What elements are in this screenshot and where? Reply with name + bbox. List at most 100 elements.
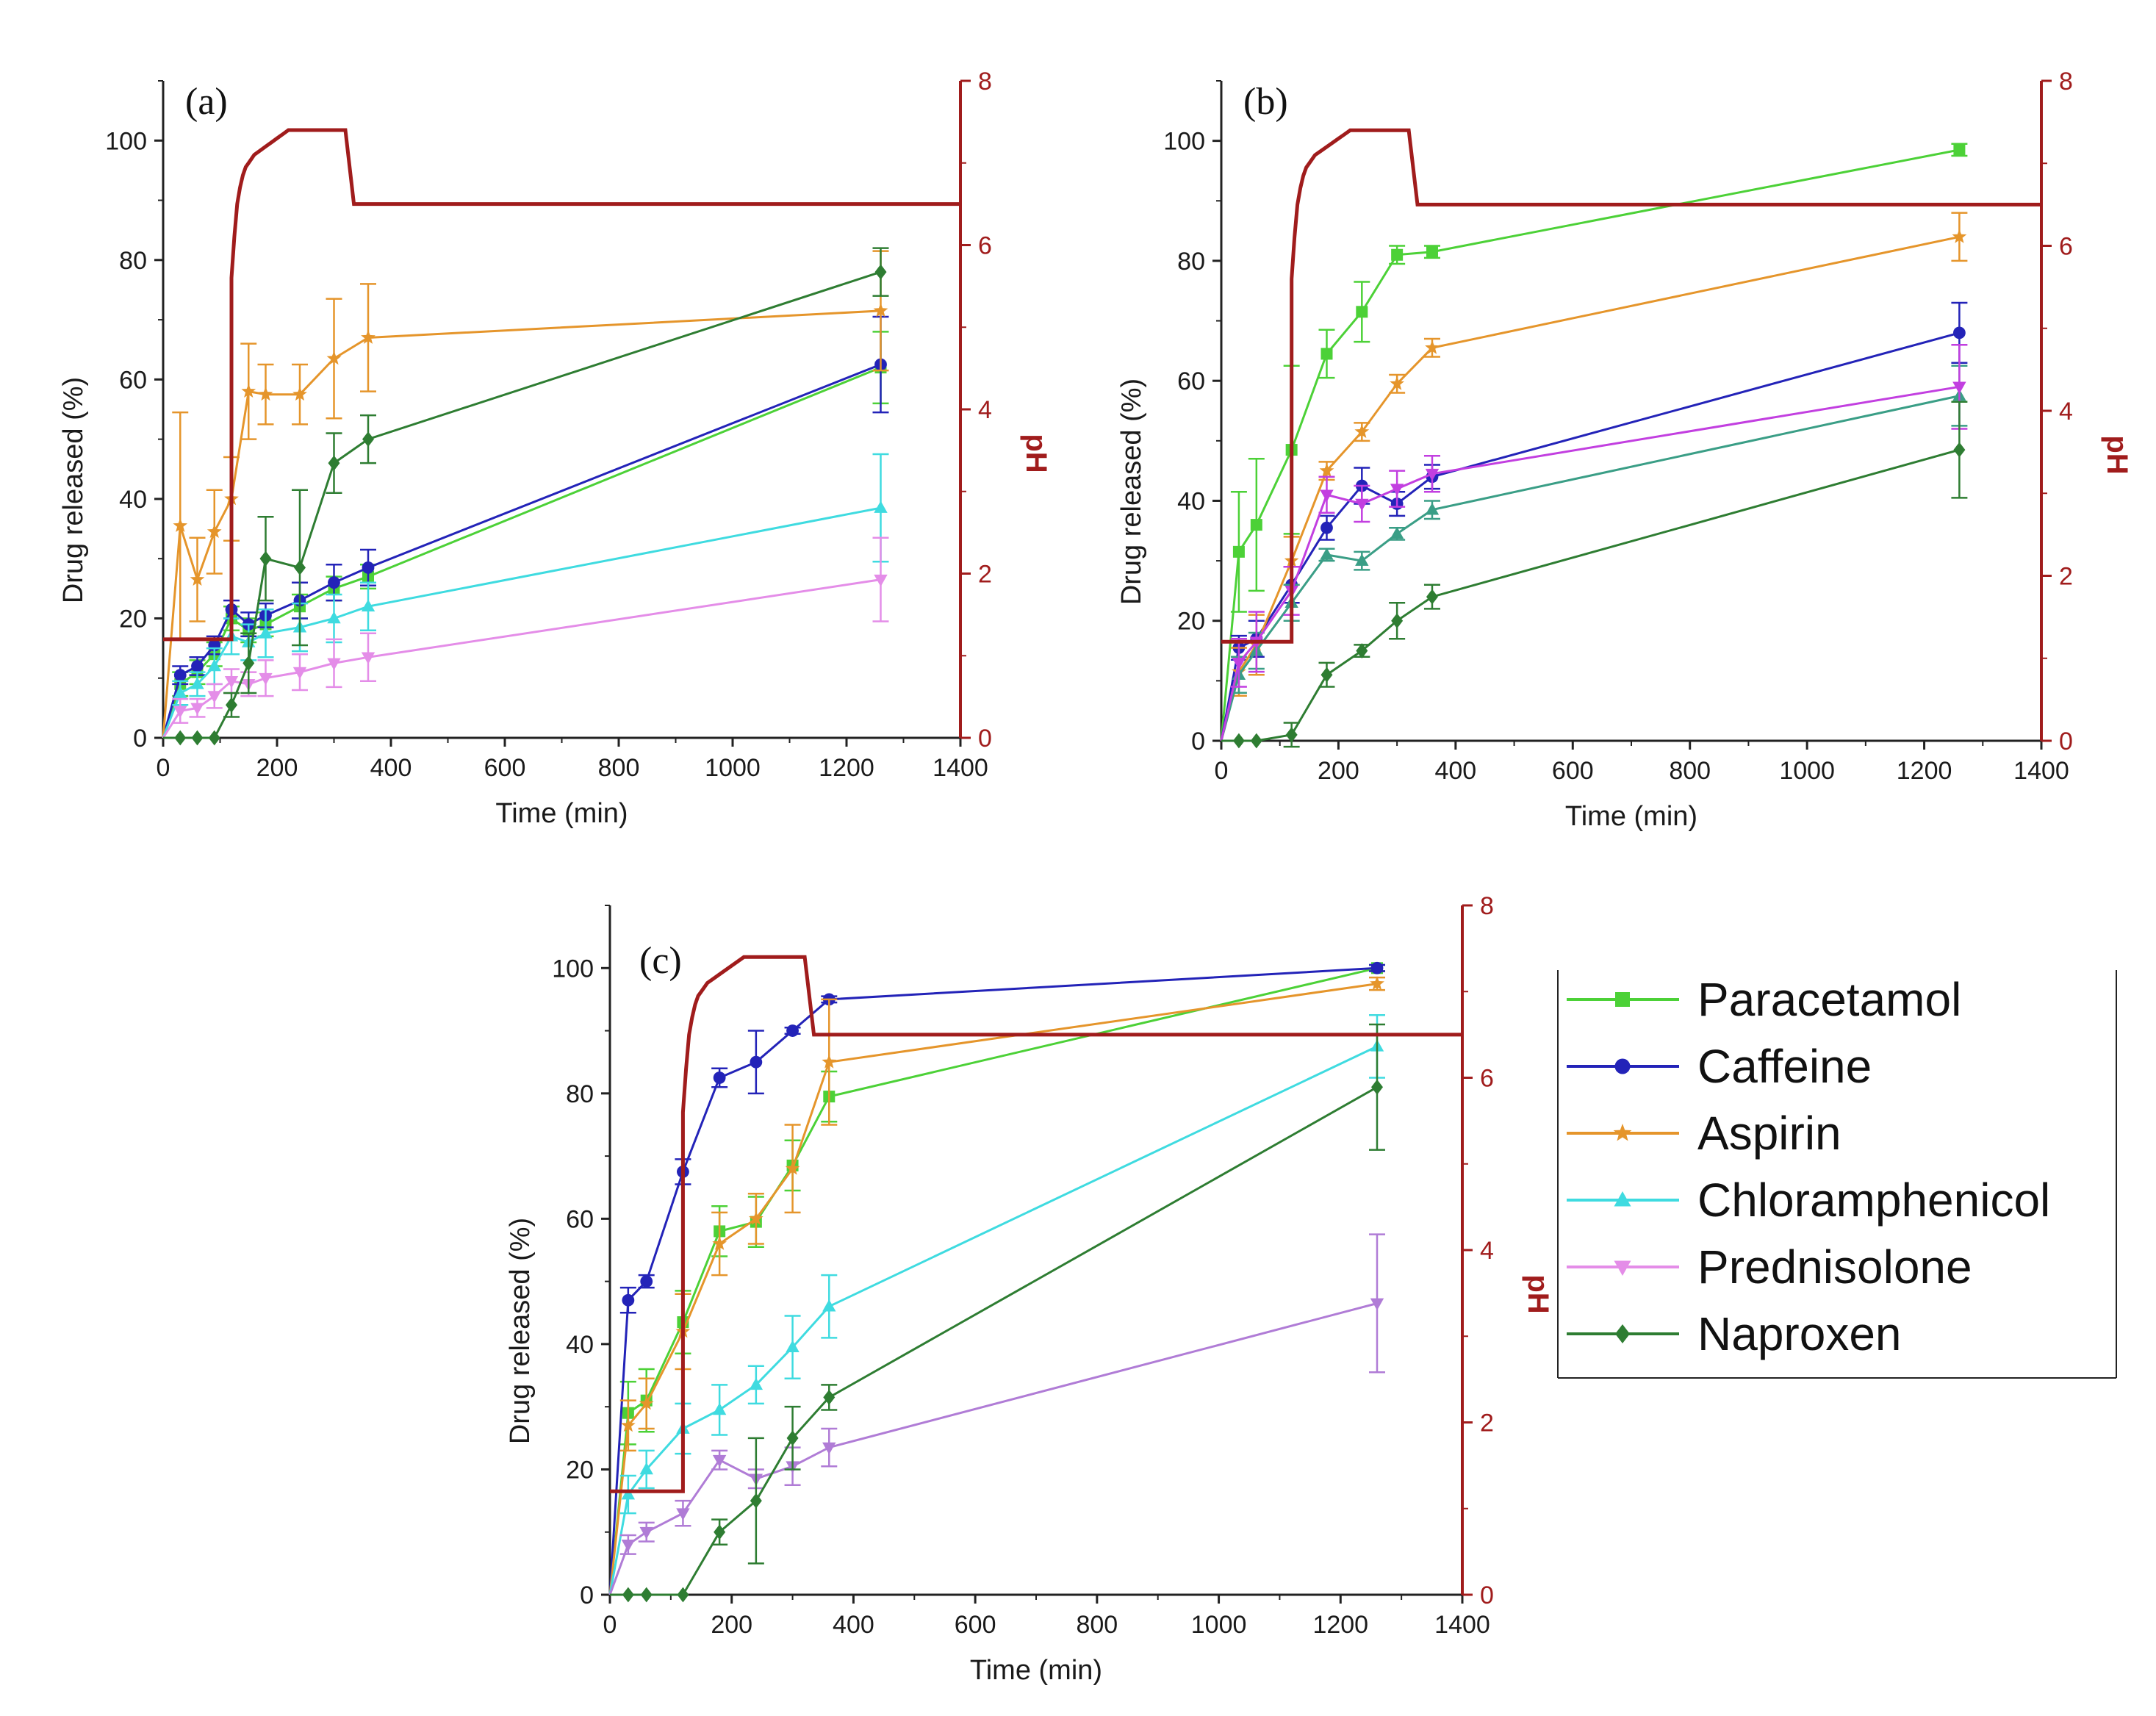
y-tick-label: 80 [119, 247, 147, 275]
data-point-prednisolone [1952, 381, 1966, 394]
y-tick-label: 20 [566, 1456, 594, 1484]
data-point-naproxen [208, 730, 220, 746]
ph-tick-label: 4 [1480, 1237, 1494, 1265]
y-tick-label: 80 [1177, 248, 1205, 276]
ph-profile-line [163, 128, 960, 642]
legend-label: Paracetamol [1697, 973, 1961, 1026]
data-point-aspirin [1952, 229, 1967, 243]
series-line-caffeine [1220, 331, 1960, 742]
data-point-prednisolone [207, 691, 221, 703]
ph-tick-label: 0 [978, 725, 992, 753]
data-point-naproxen [786, 1430, 799, 1446]
data-point-naproxen [259, 550, 272, 567]
series-line-naproxen [610, 1085, 1378, 1596]
y-axis-title: Drug released (%) [58, 377, 89, 603]
data-point-naproxen [823, 1389, 836, 1405]
y-tick-label: 0 [1191, 728, 1205, 755]
panel-a: 0 200 400 600 800 1000 1200 1400020406080100024… [58, 68, 1052, 829]
data-point-caffeine [362, 561, 375, 574]
y-axis-title: Drug released (%) [505, 1218, 536, 1444]
data-point-aspirin [258, 387, 273, 401]
data-point-caffeine [640, 1275, 653, 1288]
data-point-prednisolone [361, 652, 375, 664]
data-point-naproxen [1285, 727, 1298, 743]
data-point-prednisolone [712, 1454, 727, 1468]
data-point-chloramphenicol [1390, 526, 1404, 539]
data-point-naproxen [1356, 643, 1368, 658]
data-point-aspirin [749, 1211, 763, 1225]
panel-label: (c) [639, 940, 682, 982]
data-point-caffeine [1370, 961, 1384, 974]
data-point-paracetamol [1320, 348, 1333, 360]
data-point-chloramphenicol [712, 1402, 727, 1415]
data-point-naproxen [750, 1493, 762, 1509]
data-point-prednisolone [1320, 489, 1334, 502]
ph-tick-label: 8 [2059, 68, 2073, 96]
data-point-aspirin [1390, 376, 1404, 390]
x-tick-label: 1200 [819, 754, 874, 782]
x-tick-label: 800 [1076, 1611, 1118, 1639]
ph-tick-label: 2 [2059, 563, 2073, 591]
ph-tick-label: 2 [1480, 1410, 1494, 1437]
ph-tick-label: 6 [1480, 1065, 1494, 1093]
data-point-caffeine [713, 1071, 726, 1084]
legend-marker [1613, 1124, 1632, 1141]
series-naproxen [1221, 401, 1968, 749]
data-point-chloramphenicol [361, 599, 375, 611]
series-line-caffeine [162, 363, 882, 739]
data-point-naproxen [640, 1587, 653, 1603]
x-axis-title: Time (min) [1565, 801, 1697, 832]
y-tick-label: 20 [119, 605, 147, 633]
y-tick-label: 60 [119, 366, 147, 394]
y-tick-label: 80 [566, 1080, 594, 1108]
x-tick-label: 0 [157, 754, 170, 782]
series-naproxen [163, 247, 889, 746]
ph-profile-line [1221, 128, 2041, 644]
data-point-paracetamol [1953, 143, 1966, 156]
data-point-aspirin [1370, 976, 1384, 990]
y-axis-title: Drug released (%) [1116, 378, 1147, 605]
data-point-aspirin [621, 1418, 636, 1432]
data-point-aspirin [785, 1160, 800, 1175]
data-point-chloramphenicol [1355, 553, 1369, 566]
legend-label: Naproxen [1697, 1307, 1902, 1360]
data-point-paracetamol [1250, 519, 1262, 531]
y-tick-label: 100 [552, 955, 594, 983]
ph-axis-title: pH [1020, 434, 1052, 473]
data-point-naproxen [677, 1587, 689, 1603]
panel-label: (b) [1243, 81, 1288, 123]
y-tick-label: 100 [105, 127, 147, 155]
legend-label: Prednisolone [1697, 1241, 1972, 1293]
series-line-paracetamol [162, 366, 882, 739]
data-point-naproxen [1232, 733, 1245, 749]
panel-c: 0 200 400 600 800 1000 1200 1400020406080100024… [505, 892, 1554, 1686]
data-point-prednisolone [292, 667, 307, 680]
x-tick-label: 800 [598, 754, 640, 782]
ph-tick-label: 4 [2059, 398, 2073, 426]
plot-area [1220, 143, 1968, 749]
data-point-caffeine [786, 1024, 799, 1037]
data-point-aspirin [292, 387, 307, 401]
legend-entry-aspirin: Aspirin [1567, 1107, 1841, 1160]
data-point-caffeine [173, 669, 187, 682]
x-tick-label: 1400 [2013, 757, 2069, 785]
x-axis-title: Time (min) [970, 1655, 1102, 1686]
data-point-aspirin [241, 384, 256, 398]
data-point-caffeine [191, 660, 204, 672]
series-line-chloramphenicol [608, 1045, 1378, 1595]
ph-tick-label: 2 [978, 561, 992, 589]
legend-entry-prednisolone: Prednisolone [1567, 1241, 1972, 1293]
data-point-chloramphenicol [822, 1299, 836, 1312]
ph-tick-label: 6 [2059, 233, 2073, 261]
y-tick-label: 40 [566, 1331, 594, 1359]
data-point-paracetamol [1391, 248, 1404, 261]
x-tick-label: 400 [370, 754, 412, 782]
data-point-naproxen [1953, 442, 1966, 458]
y-tick-label: 40 [119, 486, 147, 514]
data-point-chloramphenicol [259, 626, 273, 639]
data-point-prednisolone [327, 658, 341, 671]
ph-tick-label: 8 [978, 68, 992, 96]
data-point-aspirin [1354, 424, 1370, 438]
x-tick-label: 1200 [1897, 757, 1952, 785]
series-caffeine [608, 961, 1385, 1595]
